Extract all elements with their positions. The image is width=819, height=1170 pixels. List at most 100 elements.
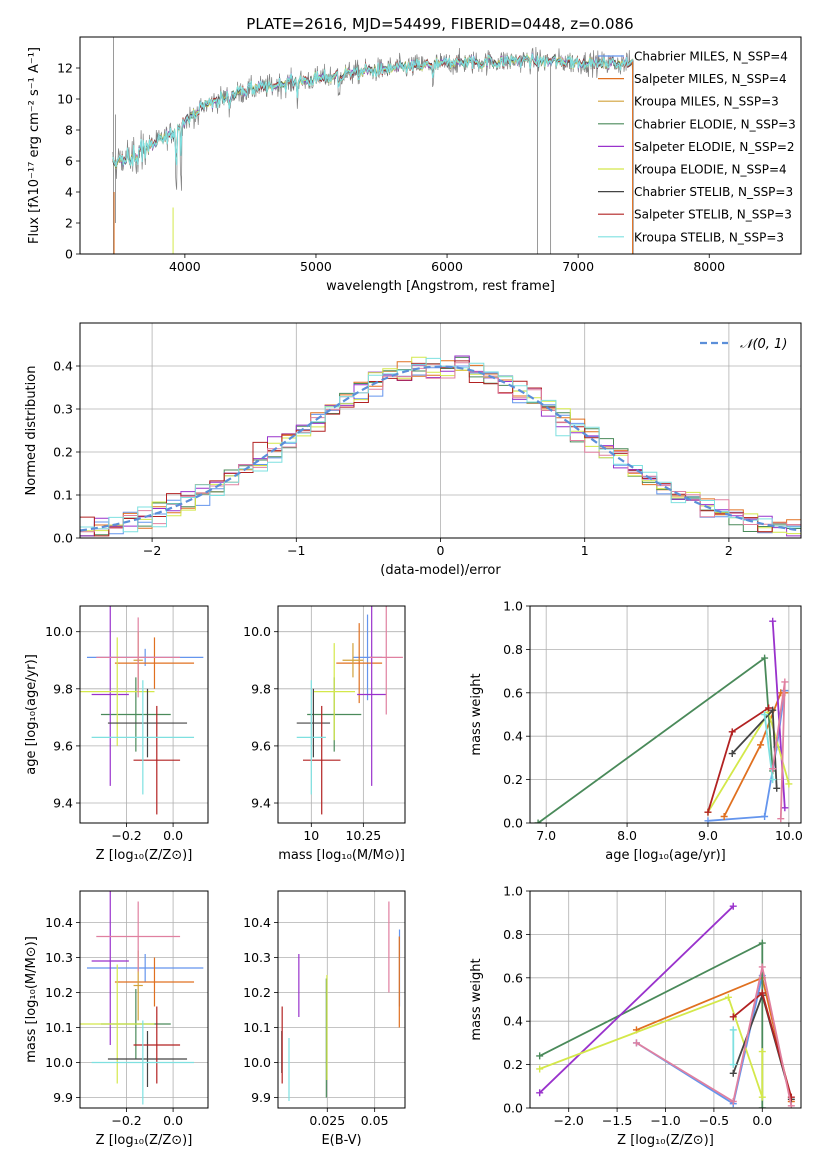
x-tick-label: 8000: [693, 259, 725, 274]
x-tick-label: 0: [437, 543, 445, 558]
plot-area: [80, 606, 208, 823]
panel-weight_vs_Z: −2.0 −1.5 −1.0 −0.5 0.0 0.0 0.2 0.4 0.6 0.8 1.0 Z […: [469, 884, 802, 1148]
weight-marker: [769, 617, 777, 625]
weight-marker: [704, 808, 712, 816]
panel-weight_vs_age: 7.0 8.0 9.0 10.0 0.0 0.2 0.4 0.6 0.8 1.0 age [log₁…: [469, 599, 803, 864]
legend-label: Chabrier STELIB, N_SSP=3: [634, 185, 793, 199]
weight-marker: [761, 711, 769, 718]
plot-area: [80, 323, 801, 538]
legend-label: Salpeter MILES, N_SSP=4: [634, 72, 787, 86]
x-tick-label: 0.0: [163, 1113, 183, 1128]
x-axis-label: mass [log₁₀(M/M⊙)]: [278, 848, 405, 863]
weight-marker: [720, 812, 728, 820]
weight-marker: [758, 1048, 766, 1056]
y-axis-label: age [log₁₀(age/yr)]: [24, 654, 39, 775]
plot-area: [278, 606, 405, 823]
errorbar-point: [296, 680, 326, 795]
weight-marker: [781, 678, 789, 686]
x-tick-label: 9.0: [698, 828, 718, 843]
x-tick-label: 8.0: [617, 828, 637, 843]
x-tick-label: −1.5: [602, 1113, 632, 1128]
panel-spectrum: 4000 5000 6000 7000 8000 0 2 4 6 8 10 12 wavelength …: [27, 36, 802, 294]
y-tick-label: 10.0: [243, 624, 271, 639]
y-tick-label: 0.2: [53, 445, 73, 460]
y-tick-label: 10.1: [45, 1020, 73, 1035]
model-line: [112, 54, 634, 169]
axes-frame: [529, 890, 802, 1109]
x-tick-label: 0.05: [361, 1113, 389, 1128]
x-tick-label: 0.0: [163, 828, 183, 843]
weight-line: [539, 941, 764, 1108]
panel-mass_vs_EBV: 0.025 0.05 9.9 10.0 10.1 10.2 10.3 10.4 E(B-V): [243, 890, 406, 1148]
weight-marker: [757, 741, 765, 749]
y-tick-label: 9.8: [53, 681, 73, 696]
y-tick-label: 0.3: [53, 402, 73, 417]
histogram-step: [80, 362, 801, 533]
y-tick-label: 10.3: [45, 950, 73, 965]
weight-line: [636, 966, 793, 1106]
errorbar-point: [86, 954, 204, 982]
x-tick-label: 0.0: [752, 1113, 772, 1128]
y-axis-label: Normed distribution: [24, 366, 39, 496]
errorbar-point: [336, 623, 383, 704]
weight-line: [539, 996, 764, 1098]
x-axis-label: Z [log₁₀(Z/Z⊙)]: [96, 848, 193, 863]
plot-area: [112, 37, 634, 254]
weight-marker: [729, 1097, 737, 1105]
errorbar-point: [302, 705, 341, 815]
panel-mass_vs_Z: −0.2 0.0 9.9 10.0 10.1 10.2 10.3 10.4 Z [log₁₀(Z…: [24, 890, 209, 1148]
y-tick-label: 0.2: [503, 1057, 523, 1072]
weight-marker: [777, 815, 785, 823]
y-tick-label: 8: [65, 123, 73, 138]
y-tick-label: 9.4: [53, 796, 73, 811]
weight-line: [537, 656, 774, 823]
panels: 4000 5000 6000 7000 8000024681012wavelength …: [24, 36, 803, 1148]
weight-marker: [536, 1089, 544, 1097]
y-tick-label: 10.0: [243, 1055, 271, 1070]
weight-line: [707, 710, 790, 813]
x-axis-label: Z [log₁₀(Z/Z⊙)]: [617, 1133, 714, 1148]
weight-marker: [769, 706, 777, 714]
weight-marker: [773, 784, 781, 792]
weight-marker: [758, 1093, 766, 1101]
x-axis-label: age [log₁₀(age/yr)]: [605, 848, 726, 863]
y-tick-label: 4: [65, 185, 73, 200]
errorbar-point: [114, 637, 195, 689]
errorbar-point: [133, 705, 181, 815]
y-tick-label: 0.6: [503, 970, 523, 985]
errorbar-point: [114, 957, 195, 1007]
legend-label: Chabrier ELODIE, N_SSP=3: [634, 117, 796, 131]
errorbar-point: [91, 891, 129, 1045]
x-tick-label: 7.0: [536, 828, 556, 843]
y-tick-label: 10.0: [45, 624, 73, 639]
y-tick-label: 0: [65, 247, 73, 262]
plot-area: [278, 891, 405, 1108]
legend-label: 𝒩(0, 1): [740, 337, 787, 352]
histogram-step: [80, 357, 801, 533]
normal-curve: [80, 365, 801, 532]
errorbar-point: [369, 606, 403, 715]
weight-marker: [761, 654, 769, 662]
panel-age_vs_Z: −0.2 0.0 9.4 9.6 9.8 10.0 Z [log₁₀(Z/Z⊙)] age […: [24, 605, 209, 863]
x-tick-label: 10.25: [345, 828, 381, 843]
y-tick-label: 10.4: [243, 915, 271, 930]
errorbar-point: [100, 677, 171, 752]
weight-marker: [704, 817, 712, 823]
axes-frame: [277, 890, 406, 1109]
legend: Chabrier MILES, N_SSP=4 Salpeter MILES, N…: [598, 50, 796, 244]
y-tick-label: 10.3: [243, 950, 271, 965]
y-tick-label: 0.2: [503, 772, 523, 787]
x-tick-label: −1.0: [650, 1113, 680, 1128]
y-tick-label: 10.4: [45, 915, 73, 930]
x-tick-label: 6000: [431, 259, 463, 274]
axes-frame: [79, 605, 209, 824]
y-tick-label: 1.0: [503, 884, 523, 899]
weight-marker: [729, 1026, 737, 1034]
plot-area: [530, 891, 801, 1108]
errorbar-point: [342, 643, 364, 678]
x-tick-label: −0.2: [111, 1113, 141, 1128]
weight-marker: [536, 1065, 544, 1073]
errorbar-point: [133, 1006, 181, 1084]
y-tick-label: 0.0: [503, 816, 523, 831]
y-tick-label: 10.2: [243, 985, 271, 1000]
